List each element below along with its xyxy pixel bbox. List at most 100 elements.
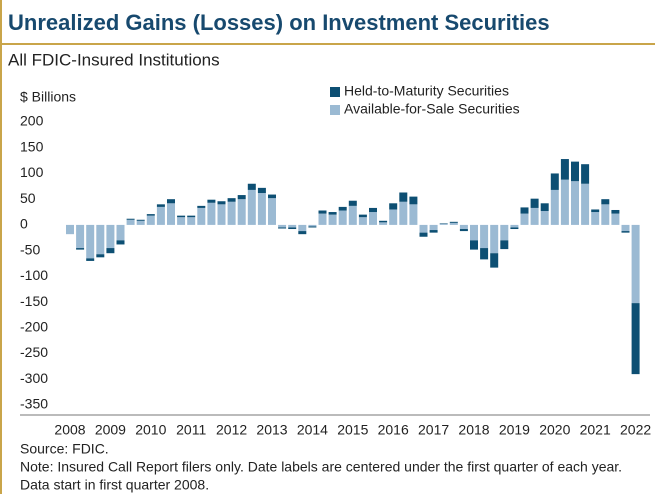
bar-segment	[611, 209, 620, 214]
bar-segment	[217, 204, 226, 225]
y-tick-label: -100	[20, 267, 48, 283]
bar-segment	[116, 224, 125, 241]
bar-segment	[621, 224, 630, 232]
bar-segment	[136, 220, 145, 225]
bar-segment	[409, 204, 418, 225]
x-tick-label: 2010	[135, 422, 166, 438]
bar-segment	[540, 203, 549, 212]
y-tick-label: -200	[20, 319, 48, 335]
bar-segment	[490, 224, 499, 254]
bar-segment	[288, 227, 297, 230]
bar-segment	[369, 207, 377, 213]
bar-segment	[358, 214, 367, 218]
bar-segment	[106, 224, 115, 249]
x-tick-label: 2019	[499, 422, 530, 438]
bar-segment	[318, 213, 327, 225]
bar-segment	[500, 240, 509, 250]
bar-segment	[601, 204, 610, 225]
x-tick-label: 2009	[95, 422, 126, 438]
y-tick-label: -150	[20, 293, 48, 309]
bar-segment	[358, 217, 367, 225]
bar-segment	[510, 227, 519, 230]
bar-segment	[197, 205, 206, 208]
bar-segment	[156, 204, 165, 207]
bar-segment	[106, 248, 115, 254]
bar-segment	[379, 222, 388, 225]
y-tick-label: 200	[20, 113, 44, 129]
bar-segment	[459, 229, 468, 232]
bar-segment	[419, 232, 428, 237]
bar-segment	[187, 217, 196, 225]
bar-segment	[621, 231, 630, 233]
bar-segment	[76, 224, 85, 249]
bar-segment	[136, 219, 145, 221]
x-tick-label: 2012	[216, 422, 247, 438]
y-tick-label: 0	[20, 216, 28, 232]
bar-segment	[96, 224, 105, 255]
bar-segment	[399, 192, 408, 202]
bar-segment	[187, 215, 196, 218]
bar-segment	[480, 224, 489, 249]
legend-swatch	[330, 87, 340, 97]
bar-segment	[560, 179, 569, 225]
x-tick-label: 2015	[337, 422, 368, 438]
bar-segment	[268, 198, 276, 225]
bar-segment	[177, 215, 186, 218]
bar-segment	[540, 211, 549, 225]
bar-segment	[86, 258, 95, 261]
bar-segment	[631, 224, 640, 304]
bar-segment	[520, 207, 529, 214]
bar-segment	[581, 164, 590, 184]
y-tick-label: -350	[20, 396, 48, 412]
bar-segment	[156, 206, 165, 225]
bar-segment	[257, 193, 266, 225]
bar-segment	[237, 195, 246, 200]
bar-segment	[298, 231, 307, 235]
bar-segment	[227, 198, 236, 202]
bar-segment	[389, 203, 398, 210]
x-tick-label: 2022	[620, 422, 651, 438]
chart-title: Unrealized Gains (Losses) on Investment …	[8, 10, 550, 35]
bar-segment	[591, 209, 600, 213]
bar-segment	[328, 212, 337, 215]
bar-segment	[439, 223, 448, 224]
bar-segment	[318, 210, 327, 214]
bar-segment	[530, 198, 539, 208]
bar-segment	[611, 213, 620, 225]
bar-segment	[328, 214, 337, 225]
bar-segment	[510, 224, 519, 228]
bar-segment	[207, 199, 216, 203]
bar-segment	[227, 201, 236, 225]
bar-segment	[298, 224, 307, 232]
bar-segment	[449, 222, 458, 225]
legend-swatch	[330, 105, 340, 115]
bar-segment	[409, 196, 418, 205]
bar-segment	[207, 202, 216, 225]
bar-segment	[348, 205, 357, 225]
x-tick-label: 2020	[539, 422, 570, 438]
bar-segment	[379, 220, 388, 223]
bar-segment	[571, 161, 579, 182]
bar-segment	[237, 199, 246, 225]
bar-segment	[86, 224, 95, 259]
bar-segment	[268, 194, 276, 199]
y-tick-label: -50	[20, 241, 40, 257]
bar-segment	[490, 253, 499, 268]
bar-segment	[470, 224, 478, 241]
bar-segment	[459, 224, 468, 230]
x-tick-label: 2008	[54, 422, 85, 438]
x-tick-label: 2017	[418, 422, 449, 438]
x-tick-label: 2011	[176, 422, 206, 438]
bar-segment	[146, 214, 155, 216]
bar-segment	[116, 240, 125, 245]
bar-segment	[520, 213, 529, 225]
bar-segment	[278, 224, 287, 228]
bar-segment	[146, 215, 155, 225]
bar-segment	[581, 183, 590, 225]
legend-label: Available-for-Sale Securities	[344, 101, 520, 117]
x-tick-label: 2016	[378, 422, 409, 438]
bar-segment	[550, 173, 559, 190]
bar-segment	[167, 199, 175, 204]
y-tick-label: -250	[20, 344, 48, 360]
